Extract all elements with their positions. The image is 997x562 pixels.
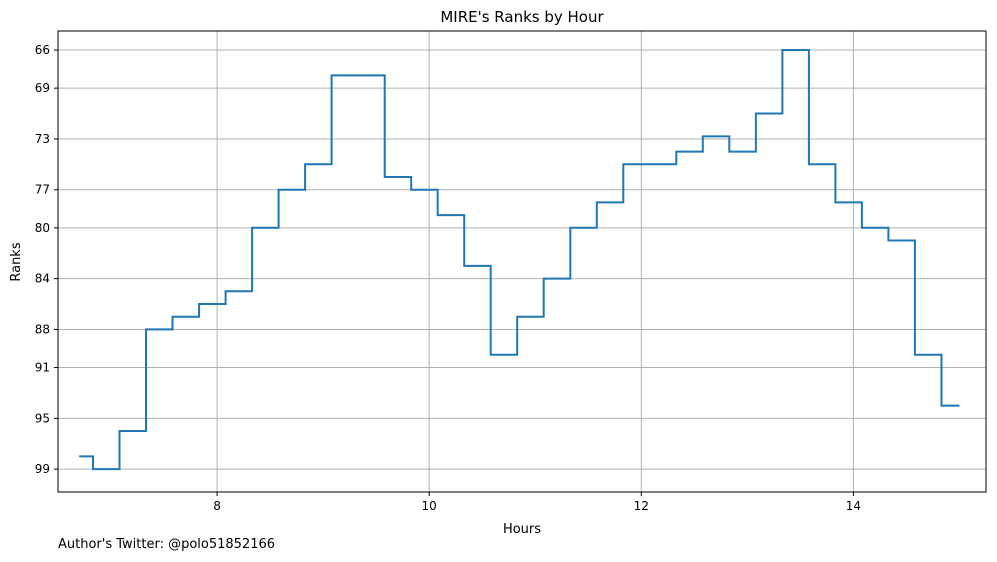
- x-ticks: 8 10 12 14: [213, 492, 861, 513]
- x-axis-label: Hours: [503, 522, 541, 537]
- y-axis-label: Ranks: [9, 242, 24, 281]
- y-ticks: 66 69 73 77 80 84 88 91 95 99: [35, 43, 58, 476]
- y-tick-label: 95: [35, 411, 50, 425]
- y-tick-label: 80: [35, 221, 50, 235]
- y-tick-label: 77: [35, 183, 50, 197]
- grid-lines: [58, 31, 986, 492]
- y-tick-label: 88: [35, 322, 50, 336]
- x-tick-label: 10: [422, 499, 437, 513]
- y-tick-label: 84: [35, 272, 50, 286]
- y-tick-label: 73: [35, 132, 50, 146]
- y-tick-label: 66: [35, 43, 50, 57]
- y-tick-label: 99: [35, 462, 50, 476]
- series-group: [79, 49, 960, 471]
- plot-frame: [57, 30, 987, 493]
- rank-step-line: [79, 49, 960, 471]
- y-tick-label: 69: [35, 81, 50, 95]
- x-tick-label: 14: [846, 499, 861, 513]
- y-tick-label: 91: [35, 361, 50, 375]
- x-tick-label: 12: [634, 499, 649, 513]
- x-tick-label: 8: [213, 499, 221, 513]
- author-credit: Author's Twitter: @polo51852166: [58, 537, 276, 552]
- chart-title: MIRE's Ranks by Hour: [440, 8, 604, 26]
